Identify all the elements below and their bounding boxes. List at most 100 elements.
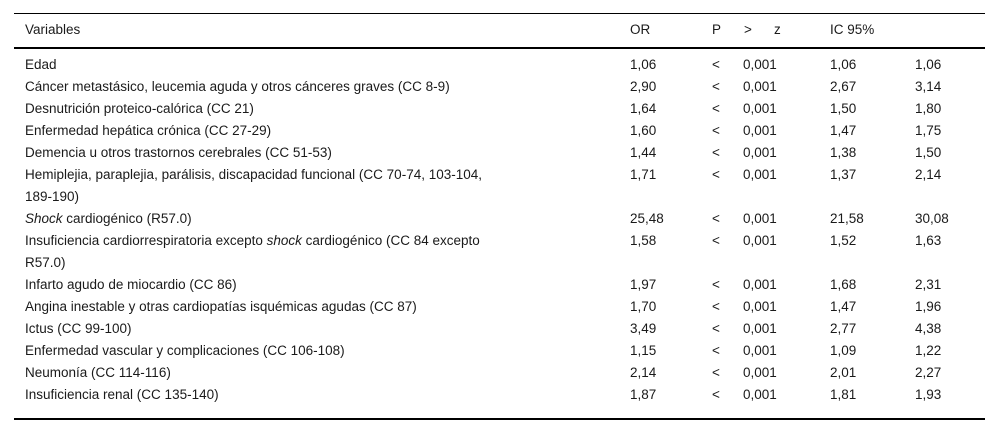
ci-lower-cell: 1,50 [830, 101, 857, 116]
table-body: Edad 1,06 <0,001 1,06 1,06 Cáncer metastásico… [14, 48, 985, 419]
variable-cell: Cáncer metastásico, leucemia aguda y otr… [14, 76, 630, 98]
ci-lower-cell: 1,52 [830, 233, 857, 248]
ci-upper-cell: 1,22 [915, 343, 942, 358]
p-sign-cell: < [712, 123, 720, 138]
or-cell: 1,71 [630, 167, 657, 182]
variable-text: Insuficiencia cardiorrespiratoria except… [25, 233, 267, 248]
variable-text: Infarto agudo de miocardio (CC 86) [25, 277, 237, 292]
p-sign-cell: < [712, 365, 720, 380]
variable-cell: Enfermedad vascular y complicaciones (CC… [14, 340, 630, 362]
variable-cell: Insuficiencia cardiorrespiratoria except… [14, 230, 630, 274]
p-sign-cell: < [712, 57, 720, 72]
ci-lower-cell: 21,58 [830, 211, 864, 226]
or-cell: 25,48 [630, 211, 664, 226]
p-value-cell: 0,001 [743, 299, 777, 314]
table-row: Hemiplejia, paraplejia, parálisis, disca… [14, 164, 985, 208]
or-cell: 2,14 [630, 365, 657, 380]
ci-lower-cell: 1,09 [830, 343, 857, 358]
p-value-cell: 0,001 [743, 123, 777, 138]
variable-cell: Shock cardiogénico (R57.0) [14, 208, 630, 230]
or-cell: 1,87 [630, 387, 657, 402]
header-variables: Variables [25, 22, 81, 37]
p-value-cell: 0,001 [743, 321, 777, 336]
table-head: Variables OR P > z IC 95% [14, 14, 985, 49]
header-greater-than-symbol: > [744, 22, 752, 37]
table-row: Ictus (CC 99-100) 3,49 <0,001 2,77 4,38 [14, 318, 985, 340]
ci-lower-cell: 1,47 [830, 299, 857, 314]
table-row: Angina inestable y otras cardiopatías is… [14, 296, 985, 318]
ci-lower-cell: 2,67 [830, 79, 857, 94]
ci-upper-cell: 30,08 [915, 211, 949, 226]
header-or: OR [630, 22, 651, 37]
or-cell: 2,90 [630, 79, 657, 94]
or-cell: 3,49 [630, 321, 657, 336]
table-row: Insuficiencia renal (CC 135-140) 1,87 <0,0… [14, 384, 985, 419]
variable-text: Ictus (CC 99-100) [25, 321, 132, 336]
variable-cell: Hemiplejia, paraplejia, parálisis, disca… [14, 164, 630, 208]
p-sign-cell: < [712, 233, 720, 248]
or-cell: 1,64 [630, 101, 657, 116]
variable-text: Demencia u otros trastornos cerebrales (… [25, 145, 332, 160]
variable-text: Desnutrición proteico-calórica (CC 21) [25, 101, 254, 116]
p-value-cell: 0,001 [743, 365, 777, 380]
ci-upper-cell: 2,14 [915, 167, 942, 182]
ci-lower-cell: 1,68 [830, 277, 857, 292]
ci-upper-cell: 1,06 [915, 57, 942, 72]
p-sign-cell: < [712, 299, 720, 314]
p-value-cell: 0,001 [743, 167, 777, 182]
p-value-cell: 0,001 [743, 277, 777, 292]
p-value-cell: 0,001 [743, 79, 777, 94]
p-sign-cell: < [712, 277, 720, 292]
table-row: Demencia u otros trastornos cerebrales (… [14, 142, 985, 164]
variable-cell: Insuficiencia renal (CC 135-140) [14, 384, 630, 419]
table-row: Shock cardiogénico (R57.0) 25,48 <0,001 21,… [14, 208, 985, 230]
ci-lower-cell: 1,81 [830, 387, 857, 402]
p-value-cell: 0,001 [743, 233, 777, 248]
header-ic95: IC 95% [830, 22, 875, 37]
variable-text: Cáncer metastásico, leucemia aguda y otr… [25, 79, 450, 94]
ci-upper-cell: 1,50 [915, 145, 942, 160]
variable-cell: Enfermedad hepática crónica (CC 27-29) [14, 120, 630, 142]
p-sign-cell: < [712, 343, 720, 358]
ci-upper-cell: 4,38 [915, 321, 942, 336]
p-sign-cell: < [712, 101, 720, 116]
regression-results-table: Variables OR P > z IC 95% Edad 1,06 <0,001 1,… [14, 13, 985, 420]
table-row: Neumonía (CC 114-116) 2,14 <0,001 2,01 2,27 [14, 362, 985, 384]
ci-upper-cell: 1,96 [915, 299, 942, 314]
or-cell: 1,06 [630, 57, 657, 72]
p-sign-cell: < [712, 387, 720, 402]
ci-upper-cell: 1,93 [915, 387, 942, 402]
variable-text-italic: shock [266, 233, 302, 248]
p-value-cell: 0,001 [743, 145, 777, 160]
variable-cell: Edad [14, 48, 630, 76]
ci-lower-cell: 2,77 [830, 321, 857, 336]
p-sign-cell: < [712, 79, 720, 94]
variable-text: Angina inestable y otras cardiopatías is… [25, 299, 417, 314]
ci-upper-cell: 1,80 [915, 101, 942, 116]
p-sign-cell: < [712, 167, 720, 182]
or-cell: 1,60 [630, 123, 657, 138]
header-z-label: z [774, 22, 781, 37]
ci-lower-cell: 1,47 [830, 123, 857, 138]
p-value-cell: 0,001 [743, 211, 777, 226]
variable-text: cardiogénico (R57.0) [62, 211, 192, 226]
table-row: Infarto agudo de miocardio (CC 86) 1,97 <0… [14, 274, 985, 296]
or-cell: 1,97 [630, 277, 657, 292]
or-cell: 1,70 [630, 299, 657, 314]
p-value-cell: 0,001 [743, 343, 777, 358]
variable-cell: Desnutrición proteico-calórica (CC 21) [14, 98, 630, 120]
ci-lower-cell: 1,38 [830, 145, 857, 160]
variable-text-italic: Shock [25, 211, 63, 226]
variable-cell: Ictus (CC 99-100) [14, 318, 630, 340]
variable-text: Insuficiencia renal (CC 135-140) [25, 387, 219, 402]
p-sign-cell: < [712, 211, 720, 226]
variable-text: Edad [25, 57, 57, 72]
table-row: Enfermedad hepática crónica (CC 27-29) 1,… [14, 120, 985, 142]
ci-lower-cell: 1,06 [830, 57, 857, 72]
table-row: Edad 1,06 <0,001 1,06 1,06 [14, 48, 985, 76]
or-cell: 1,44 [630, 145, 657, 160]
ci-lower-cell: 2,01 [830, 365, 857, 380]
header-p-gt-z: P > z [712, 14, 830, 49]
variable-cell: Neumonía (CC 114-116) [14, 362, 630, 384]
